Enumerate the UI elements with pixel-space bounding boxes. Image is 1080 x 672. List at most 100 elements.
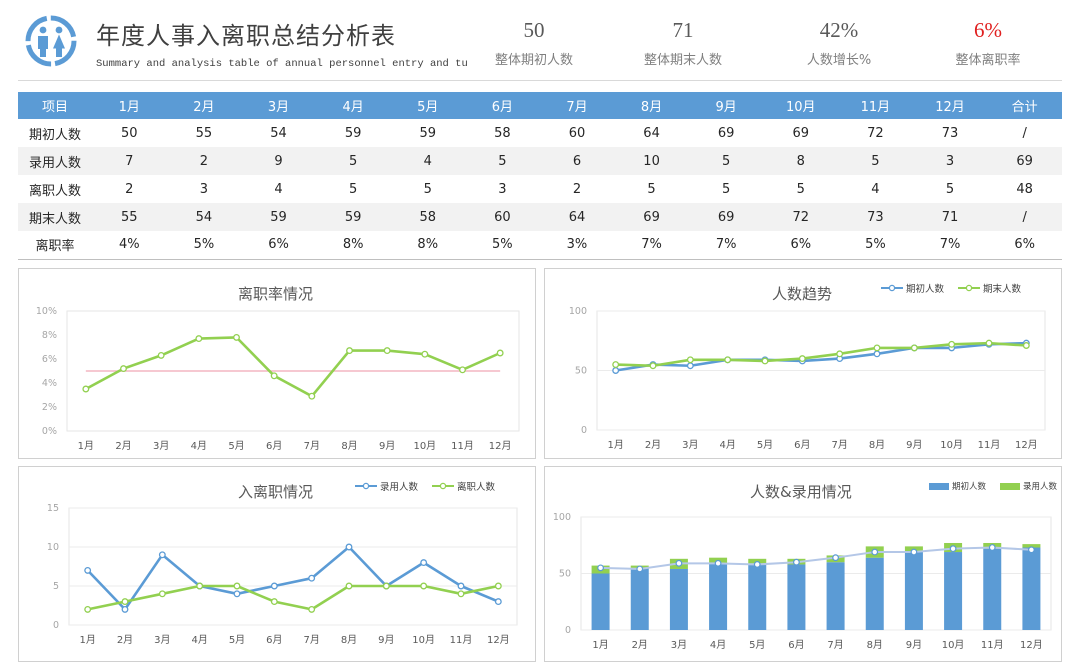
kpi-label: 整体期初人数	[494, 53, 573, 68]
x-tick-label: 8月	[869, 439, 885, 451]
column-header: 1月	[92, 92, 167, 119]
x-tick-label: 9月	[378, 634, 394, 646]
y-tick-label: 6%	[42, 354, 57, 365]
closing-headcount-point	[985, 339, 993, 347]
x-tick-label: 7月	[827, 639, 843, 651]
x-tick-label: 11月	[981, 639, 1004, 651]
legend-line-icon	[958, 284, 981, 292]
table-cell: 4	[871, 181, 880, 197]
table-cell: 8%	[315, 231, 391, 260]
opening-headcount-line	[615, 341, 1027, 372]
y-tick-label: 0%	[42, 426, 57, 437]
x-tick-label: 5月	[229, 634, 245, 646]
header: 年度人事入离职总结分析表 Summary and analysis table …	[0, 0, 1080, 82]
chart-legend: 期初人数 期末人数	[881, 281, 1035, 295]
closing-headcount-point	[714, 559, 722, 567]
kpi-value: 42%	[819, 18, 859, 42]
x-tick-label: 3月	[153, 440, 169, 452]
chart-title: 人数趋势	[772, 285, 833, 303]
column-header: 8月	[614, 92, 689, 119]
x-tick-label: 7月	[303, 634, 319, 646]
table-cell: 7%	[614, 231, 689, 260]
hires-point	[270, 582, 278, 590]
table-cell: 5%	[465, 231, 540, 260]
turnover-rate-chart: 0% 2% 4% 6% 8% 10% 1月 2月 3月 4月 5月 6月 7月 8月 9月 10月 11月 12月	[36, 306, 520, 452]
table-cell: 69	[987, 147, 1062, 175]
closing-headcount-point	[612, 361, 620, 368]
closing-headcount-point	[798, 355, 806, 363]
opening-headcount-bar	[983, 548, 1002, 630]
legend-label: 录用人数	[380, 482, 419, 493]
departures-point	[196, 582, 204, 590]
hires-point	[420, 559, 428, 567]
legend-label: 录用人数	[1023, 482, 1058, 492]
table-row: 离职率 4% 5% 6% 8% 8% 5% 3% 7% 7% 6% 5% 7% 6%	[18, 231, 1062, 260]
x-tick-label: 2月	[115, 440, 131, 452]
legend-box-icon	[929, 482, 949, 490]
table-cell: 4%	[92, 231, 167, 260]
table-cell: 6	[539, 147, 615, 175]
x-tick-label: 7月	[304, 440, 320, 452]
opening-headcount-bar	[865, 557, 884, 630]
x-tick-label: 8月	[341, 634, 357, 646]
table-cell: 73	[838, 203, 913, 231]
x-tick-label: 6月	[266, 440, 282, 452]
x-tick-label: 10月	[412, 634, 435, 646]
closing-headcount-point	[873, 344, 881, 352]
kpi-closing-headcount: 71 整体期末人数	[623, 18, 743, 68]
x-tick-label: 2月	[632, 639, 648, 651]
hires-point	[121, 605, 129, 613]
x-tick-label: 9月	[379, 440, 395, 452]
turnover-rate-point	[233, 333, 240, 341]
departures-line	[87, 584, 499, 611]
legend-label: 期末人数	[983, 284, 1022, 295]
chart-title: 入离职情况	[238, 483, 314, 501]
y-tick-label: 8%	[42, 330, 57, 341]
turnover-rate-point	[421, 350, 429, 358]
hires-point	[158, 551, 166, 559]
x-tick-label: 6月	[266, 634, 282, 646]
hires-point	[457, 582, 465, 590]
opening-headcount-bar	[904, 552, 923, 630]
column-header: 11月	[838, 92, 913, 119]
closing-headcount-point	[949, 545, 957, 553]
table-cell: 64	[539, 203, 615, 231]
y-tick-label: 2%	[42, 402, 57, 413]
table-cell: 8%	[390, 231, 466, 260]
x-tick-label: 8月	[341, 440, 357, 452]
plot-area	[68, 507, 518, 626]
y-tick-label: 15	[47, 503, 59, 514]
x-tick-label: 4月	[191, 440, 207, 452]
x-tick-label: 1月	[79, 634, 95, 646]
table-cell: 59	[344, 125, 362, 141]
opening-headcount-bar	[669, 568, 688, 630]
table-cell: 58	[390, 203, 466, 231]
table-cell: 55	[195, 125, 213, 141]
table-cell: 60	[568, 125, 586, 141]
row-label: 期末人数	[18, 203, 92, 231]
departures-point	[457, 590, 465, 598]
turnover-rate-point	[496, 349, 504, 357]
column-header: 9月	[688, 92, 764, 119]
kpi-label: 整体期末人数	[643, 53, 722, 68]
opening-headcount-point	[873, 350, 881, 358]
plot-area	[66, 310, 520, 432]
table-cell: 7%	[912, 231, 988, 260]
chart-title: 离职率情况	[238, 285, 314, 303]
row-label: 录用人数	[18, 147, 92, 175]
turnover-rate-point	[383, 347, 391, 355]
closing-headcount-point	[832, 554, 839, 562]
departures-point	[84, 605, 92, 613]
table-cell: 72	[763, 203, 839, 231]
turnover-rate-point	[459, 366, 466, 374]
legend-label: 期初人数	[906, 284, 945, 295]
column-header: 4月	[315, 92, 391, 119]
row-label: 离职人数	[28, 183, 81, 199]
table-cell: 5	[348, 181, 358, 197]
opening-headcount-bar	[709, 563, 728, 630]
table-cell: 72	[867, 125, 884, 141]
x-tick-label: 2月	[117, 634, 133, 646]
table-cell: 59	[315, 203, 391, 231]
closing-headcount-point	[686, 356, 694, 364]
closing-headcount-point	[871, 548, 879, 556]
